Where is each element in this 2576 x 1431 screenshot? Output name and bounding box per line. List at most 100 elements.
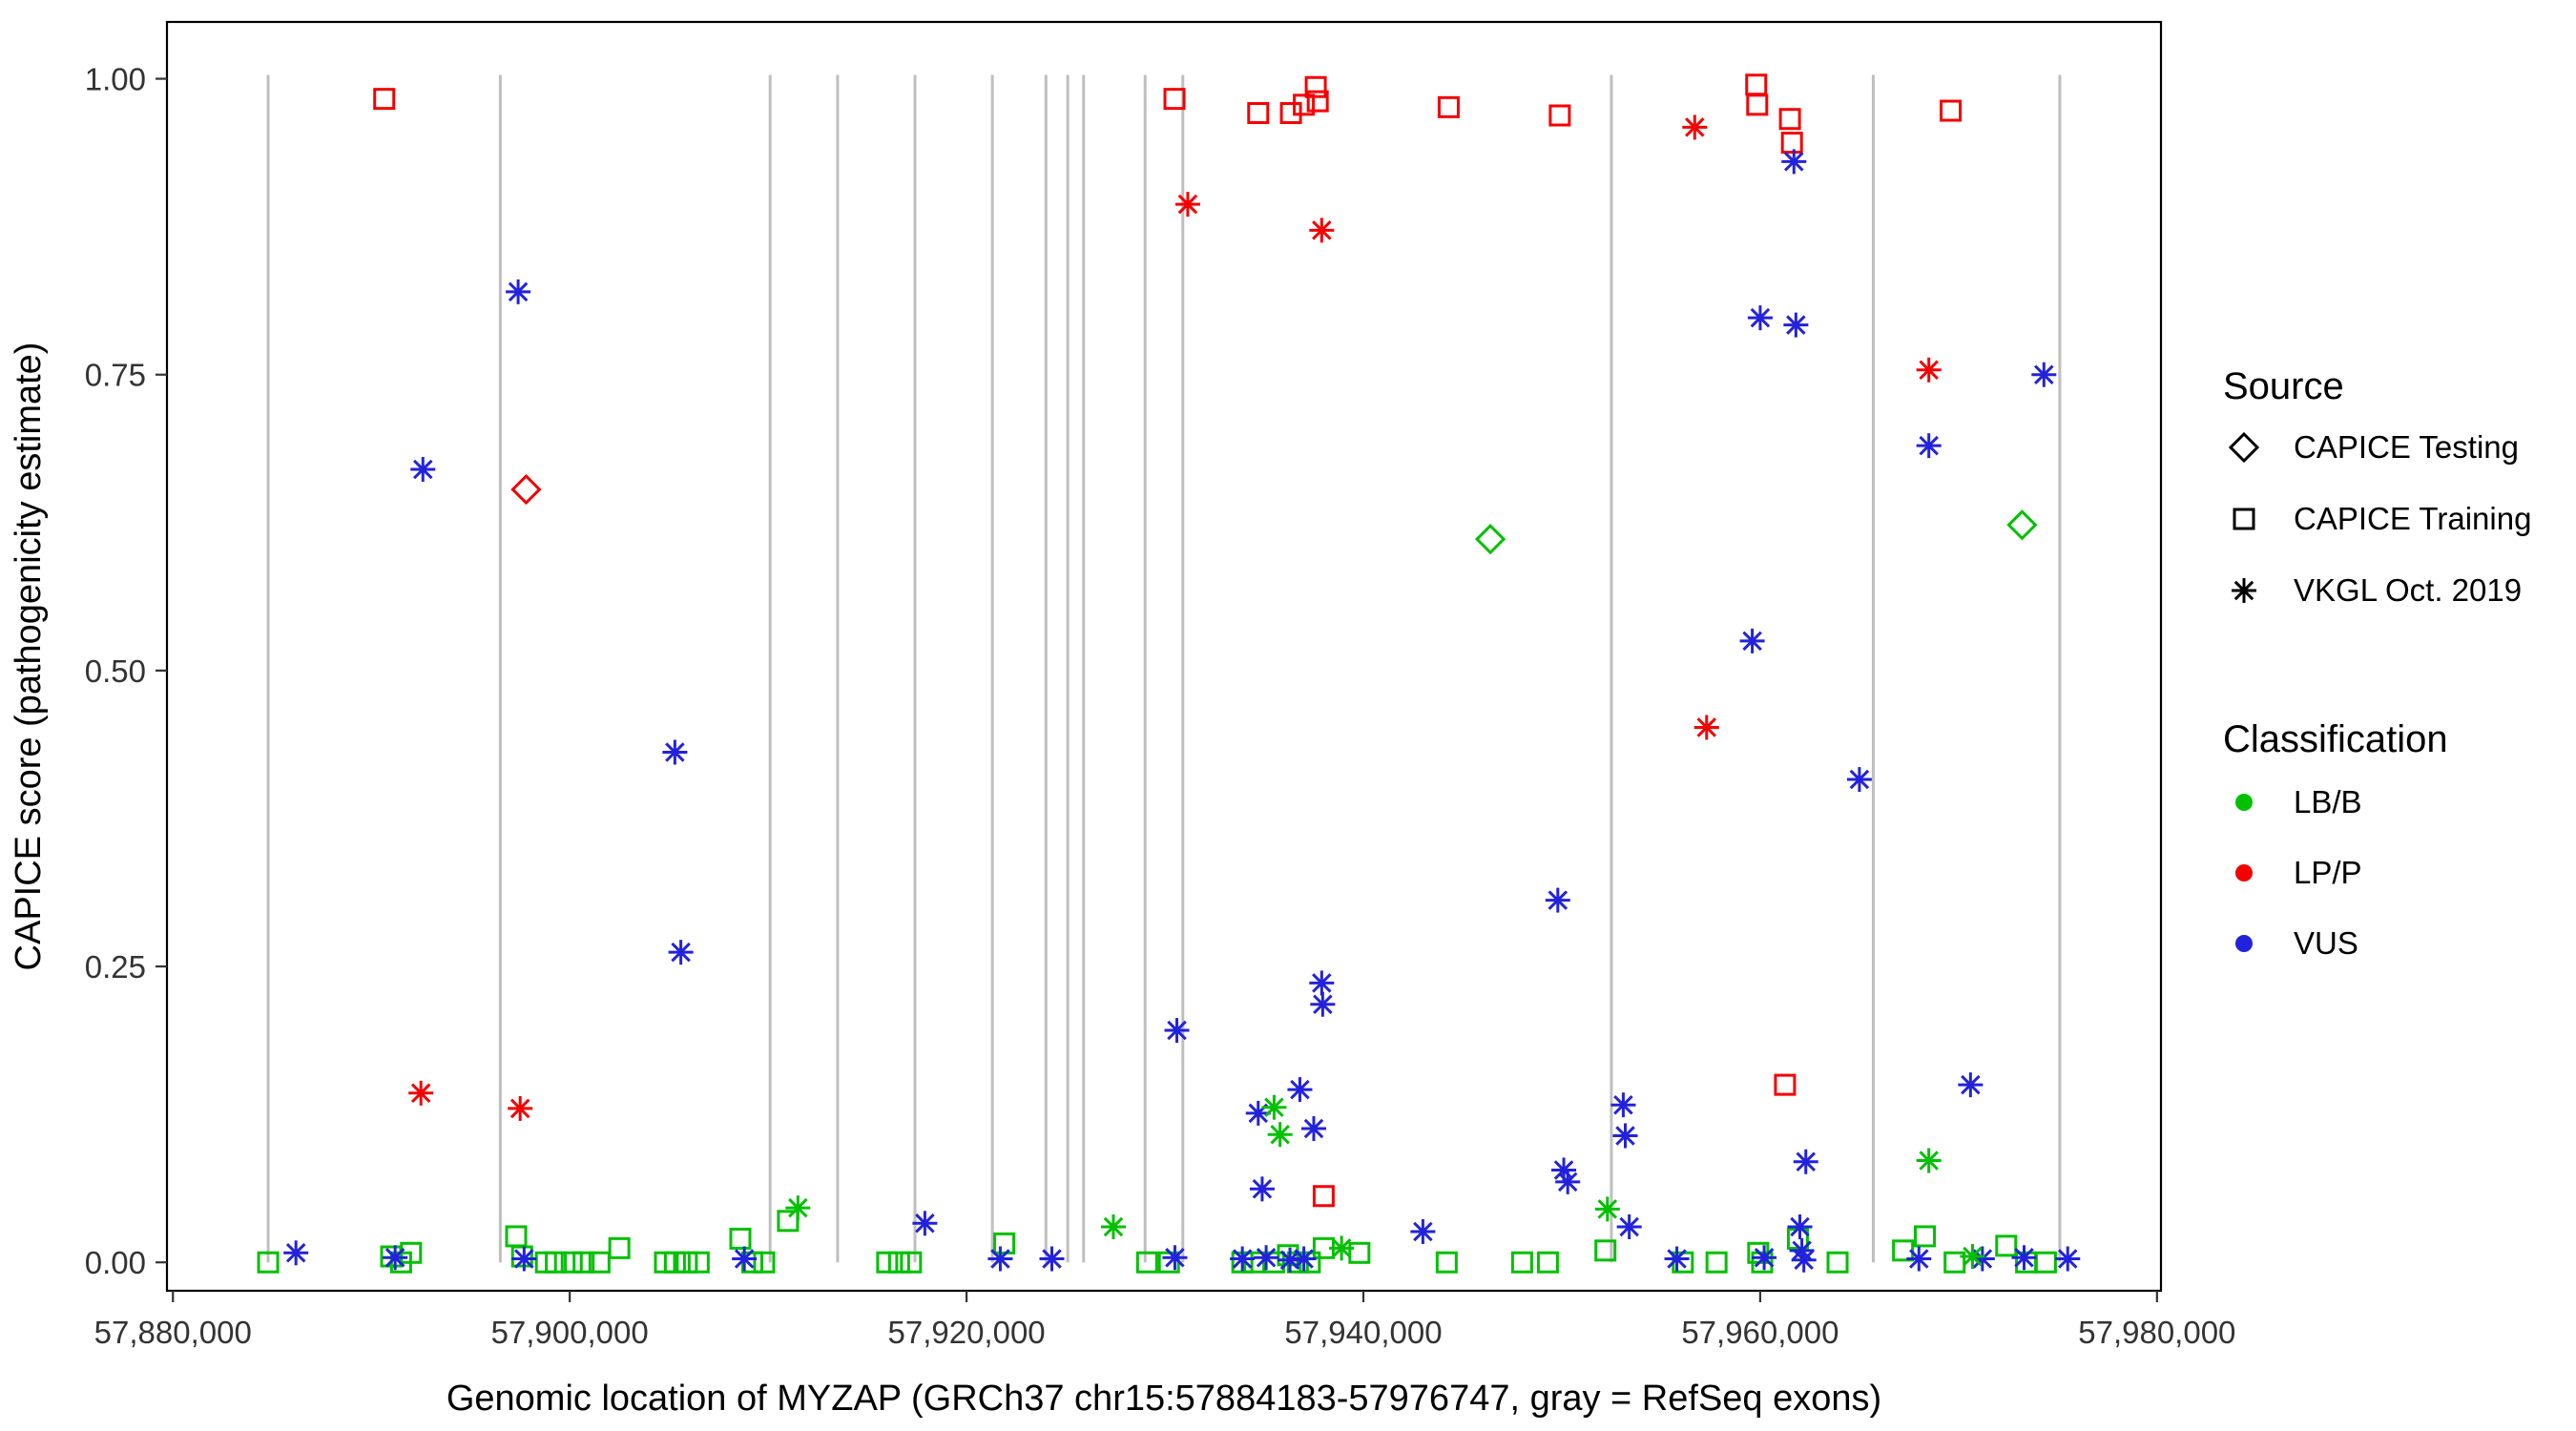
data-point bbox=[1291, 1246, 1317, 1272]
data-point bbox=[1612, 1123, 1638, 1149]
data-point bbox=[1267, 1122, 1293, 1148]
x-tick-label: 57,920,000 bbox=[887, 1315, 1045, 1350]
data-point bbox=[1293, 93, 1316, 116]
data-point bbox=[753, 1251, 776, 1274]
x-tick-label: 57,880,000 bbox=[94, 1315, 252, 1350]
data-point bbox=[1943, 1251, 1966, 1274]
data-point bbox=[900, 1251, 923, 1274]
data-point bbox=[876, 1251, 899, 1274]
square-icon bbox=[2233, 508, 2255, 530]
y-tick-label: 0.00 bbox=[85, 1245, 146, 1280]
data-point bbox=[505, 1225, 528, 1248]
data-point bbox=[1610, 1092, 1636, 1118]
data-point bbox=[777, 1210, 800, 1233]
series-vkgl-oct-2019-vus bbox=[283, 149, 2081, 1273]
data-point bbox=[663, 1251, 686, 1274]
data-point bbox=[1548, 104, 1571, 127]
data-point bbox=[1306, 90, 1329, 113]
data-point bbox=[1249, 1176, 1275, 1202]
data-point bbox=[1916, 357, 1942, 383]
series-capice-testing-lp-p bbox=[510, 473, 542, 506]
data-point bbox=[1310, 991, 1336, 1017]
data-point bbox=[1287, 1077, 1313, 1103]
data-point bbox=[1348, 1241, 1371, 1264]
data-point bbox=[1846, 767, 1872, 793]
x-tick-label: 57,980,000 bbox=[2078, 1315, 2235, 1350]
data-point bbox=[373, 88, 396, 111]
data-point bbox=[2031, 362, 2057, 387]
legend-classification-item: VUS bbox=[2294, 925, 2358, 961]
x-tick-label: 57,960,000 bbox=[1681, 1315, 1839, 1350]
data-point bbox=[1545, 887, 1570, 913]
data-point bbox=[1693, 715, 1719, 740]
data-point bbox=[1826, 1251, 1849, 1274]
data-point bbox=[1751, 1251, 1774, 1274]
data-point bbox=[1787, 1214, 1813, 1240]
data-point bbox=[1312, 1185, 1335, 1208]
data-point bbox=[1304, 75, 1327, 98]
data-point bbox=[1916, 1148, 1942, 1173]
data-point bbox=[1301, 1116, 1327, 1142]
data-point bbox=[1309, 970, 1335, 996]
data-point bbox=[1780, 132, 1803, 155]
data-point bbox=[511, 1246, 537, 1272]
classification-dot-icon bbox=[2235, 935, 2253, 952]
legend: Source CAPICE Testing CAPICE Training VKGL … bbox=[2223, 365, 2531, 961]
data-point bbox=[1437, 95, 1460, 118]
y-tick-label: 0.75 bbox=[85, 358, 146, 393]
x-axis-label: Genomic location of MYZAP (GRCh37 chr15:… bbox=[447, 1379, 1881, 1419]
data-point bbox=[1510, 1251, 1533, 1274]
data-point bbox=[1309, 218, 1335, 243]
data-point bbox=[1906, 1246, 1932, 1272]
series-capice-testing-lb-b bbox=[1474, 509, 2038, 555]
data-point bbox=[257, 1251, 280, 1274]
series-vkgl-oct-2019-lb-b bbox=[785, 1094, 1985, 1270]
data-point bbox=[1474, 524, 1506, 555]
data-point bbox=[283, 1240, 309, 1266]
data-point bbox=[1039, 1246, 1065, 1272]
data-point bbox=[1100, 1214, 1126, 1240]
data-point bbox=[1793, 1149, 1818, 1174]
data-point bbox=[1745, 73, 1768, 96]
y-tick-label: 0.25 bbox=[85, 949, 146, 985]
data-point bbox=[410, 456, 436, 482]
plot-content: 57,880,000 57,900,000 57,920,000 57,940,000… bbox=[85, 20, 2235, 1350]
data-point bbox=[1230, 1246, 1256, 1272]
data-point bbox=[1664, 1246, 1690, 1272]
data-point bbox=[1739, 628, 1765, 653]
data-point bbox=[1783, 312, 1809, 338]
data-point bbox=[987, 1246, 1013, 1272]
data-point bbox=[560, 1251, 583, 1274]
data-point bbox=[2034, 1251, 2057, 1274]
data-point bbox=[1536, 1251, 1559, 1274]
data-point bbox=[383, 1245, 408, 1271]
data-point bbox=[1995, 1234, 2018, 1257]
series-vkgl-oct-2019-lp-p bbox=[408, 114, 1942, 1121]
x-tick-label: 57,900,000 bbox=[491, 1315, 649, 1350]
data-point bbox=[2055, 1246, 2081, 1272]
legend-source-item: CAPICE Testing bbox=[2294, 429, 2519, 465]
asterisk-icon bbox=[2232, 578, 2256, 603]
data-point bbox=[1774, 1073, 1797, 1096]
data-point bbox=[1960, 1244, 1985, 1270]
data-point bbox=[912, 1211, 938, 1236]
data-point bbox=[2006, 509, 2038, 541]
legend-source-item: VKGL Oct. 2019 bbox=[2294, 572, 2522, 608]
legend-classification-item: LB/B bbox=[2294, 784, 2362, 819]
data-point bbox=[506, 279, 531, 304]
y-axis-label: CAPICE score (pathogenicity estimate) bbox=[9, 342, 49, 971]
data-point bbox=[732, 1246, 758, 1272]
data-point bbox=[1746, 93, 1769, 116]
data-point bbox=[1747, 305, 1773, 331]
data-point bbox=[1410, 1218, 1436, 1244]
data-point bbox=[1261, 1094, 1287, 1120]
x-tick-label: 57,940,000 bbox=[1284, 1315, 1442, 1350]
data-point bbox=[1916, 433, 1942, 459]
data-point bbox=[1435, 1251, 1458, 1274]
data-point bbox=[668, 940, 694, 965]
data-point bbox=[510, 1245, 533, 1268]
data-point bbox=[608, 1236, 631, 1259]
data-point bbox=[1616, 1214, 1642, 1240]
